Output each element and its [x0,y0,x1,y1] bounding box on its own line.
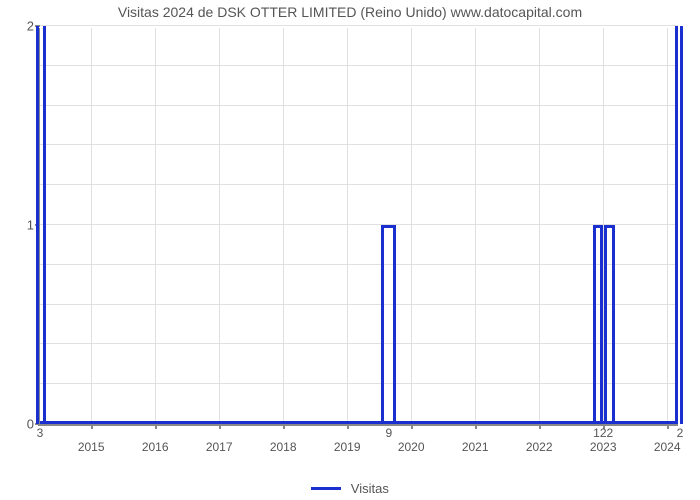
grid-line-vertical [667,28,668,424]
grid-line-vertical [411,28,412,424]
chart-container: Visitas 2024 de DSK OTTER LIMITED (Reino… [0,0,700,500]
x-tick-mark [283,424,285,429]
x-tick-mark [347,424,349,429]
legend-line [311,487,341,490]
y-tick-label: 1 [27,218,34,233]
series-spike [604,225,614,424]
grid-line-vertical [219,28,220,424]
x-year-label: 2019 [334,440,361,454]
x-value-label: 3 [37,426,44,440]
x-year-label: 2018 [270,440,297,454]
plot-area: 2015201620172018201920202021202220232024… [38,28,678,426]
x-tick-mark [475,424,477,429]
grid-line-horizontal [40,224,678,225]
x-value-label: 9 [385,426,392,440]
grid-line-horizontal-minor [40,65,678,66]
grid-line-horizontal-minor [40,343,678,344]
grid-line-horizontal-minor [40,383,678,384]
grid-line-horizontal-minor [40,184,678,185]
x-tick-mark [91,424,93,429]
x-year-label: 2020 [398,440,425,454]
grid-line-vertical [91,28,92,424]
x-tick-mark [219,424,221,429]
grid-line-horizontal [40,25,678,26]
grid-line-vertical [475,28,476,424]
x-year-label: 2015 [78,440,105,454]
grid-line-horizontal-minor [40,304,678,305]
series-spike [36,26,46,424]
grid-line-horizontal-minor [40,144,678,145]
x-tick-mark [411,424,413,429]
x-tick-mark [667,424,669,429]
x-year-label: 2017 [206,440,233,454]
legend: Visitas [0,480,700,496]
chart-title: Visitas 2024 de DSK OTTER LIMITED (Reino… [0,4,700,20]
series-spike [675,26,683,424]
x-value-label: 2 [677,426,684,440]
x-year-label: 2024 [654,440,681,454]
x-value-label: 122 [593,426,613,440]
series-spike [381,225,396,424]
legend-label: Visitas [351,481,389,496]
x-tick-mark [539,424,541,429]
grid-line-horizontal-minor [40,105,678,106]
y-tick-label: 0 [27,417,34,432]
y-tick-label: 2 [27,19,34,34]
x-year-label: 2022 [526,440,553,454]
grid-line-vertical [283,28,284,424]
grid-line-vertical [155,28,156,424]
x-year-label: 2021 [462,440,489,454]
x-year-label: 2023 [590,440,617,454]
series-baseline [40,421,678,424]
grid-line-vertical [347,28,348,424]
grid-line-horizontal-minor [40,264,678,265]
x-tick-mark [155,424,157,429]
series-spike [593,225,603,424]
grid-line-vertical [539,28,540,424]
x-year-label: 2016 [142,440,169,454]
